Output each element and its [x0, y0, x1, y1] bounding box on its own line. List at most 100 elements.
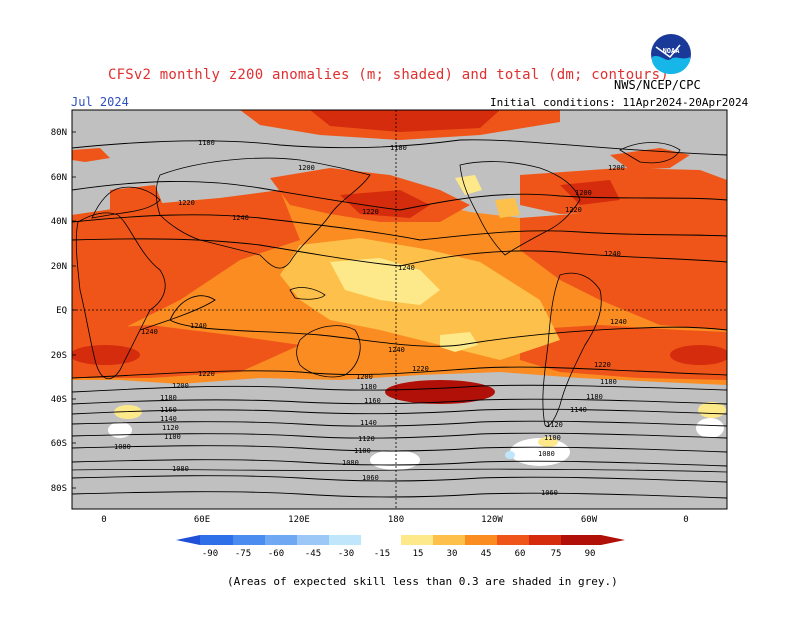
contour-label: 1060 [362, 474, 379, 482]
anomaly-region-60-75 [520, 208, 727, 330]
colorbar-tick: 90 [585, 549, 596, 559]
colorbar-swatch [529, 535, 561, 545]
lat-label-20n: 20N [51, 262, 67, 272]
anomaly-region-30-45 [495, 198, 520, 218]
contour-label: 1200 [608, 164, 625, 172]
contour-label: 1180 [600, 378, 617, 386]
contour-label: 1180 [160, 394, 177, 402]
map-frame [71, 109, 728, 510]
contour-label: 1240 [232, 214, 249, 222]
colorbar-swatch [401, 535, 433, 545]
contour-label: 1180 [360, 383, 377, 391]
contour-label: 1200 [298, 164, 315, 172]
colorbar-swatch [497, 535, 529, 545]
colorbar-tick: 15 [413, 549, 424, 559]
anomaly-core-gt90 [72, 345, 140, 365]
contour-label: 1180 [586, 393, 603, 401]
contour-label: 1220 [362, 208, 379, 216]
lon-label-60w: 60W [581, 515, 598, 525]
contour-label: 1140 [160, 415, 177, 423]
anomaly-region-15-30 [538, 437, 558, 447]
lon-label-120e: 120E [288, 515, 310, 525]
contour-label: 1200 [356, 373, 373, 381]
anomaly-region-15-30 [330, 258, 440, 305]
lat-label-eq: EQ [56, 306, 67, 316]
contour-label: 1220 [565, 206, 582, 214]
colorbar-tick: 45 [481, 549, 492, 559]
anomaly-region-60-75 [72, 190, 300, 340]
colorbar-swatch [265, 535, 297, 545]
footnote: (Areas of expected skill less than 0.3 a… [227, 575, 618, 588]
lon-label-60e: 60E [194, 515, 210, 525]
chart-title: CFSv2 monthly z200 anomalies (m; shaded)… [108, 67, 669, 83]
anomaly-region-arctic [310, 110, 500, 132]
contour-label: 1220 [198, 370, 215, 378]
contour-label: 1180 [390, 144, 407, 152]
colorbar-tick: -75 [235, 549, 251, 559]
lon-label-0: 0 [101, 515, 106, 525]
contour-label: 1120 [162, 424, 179, 432]
anomaly-region-northeast-canada [610, 148, 690, 170]
forecast-month: Jul 2024 [71, 95, 129, 109]
colorbar-tick: 60 [515, 549, 526, 559]
anomaly-core-gt90 [385, 380, 495, 404]
contour-label: 1140 [570, 406, 587, 414]
contour-label: 1240 [388, 346, 405, 354]
lat-label-80s: 80S [51, 484, 67, 494]
colorbar-swatch [176, 535, 200, 545]
anomaly-core-gt90 [670, 345, 727, 365]
contour-label: 1200 [172, 382, 189, 390]
map-field: 1180 1180 1200 1200 1220 1220 1220 1240 … [72, 110, 727, 509]
lat-label-60n: 60N [51, 173, 67, 183]
svg-text:NOAA: NOAA [663, 47, 681, 55]
anomaly-region-north-pacific [340, 190, 430, 218]
colorbar-swatch [200, 535, 233, 545]
contour-label: 1080 [114, 443, 131, 451]
colorbar-tick: -60 [268, 549, 284, 559]
contour-label: 1120 [358, 435, 375, 443]
lat-label-40s: 40S [51, 395, 67, 405]
anomaly-region-neutral [696, 418, 724, 438]
anomaly-region-15-30 [698, 402, 726, 418]
contour-label: 1060 [541, 489, 558, 497]
contour-label: 1220 [594, 361, 611, 369]
colorbar-swatch [561, 535, 601, 545]
colorbar-tick: -30 [338, 549, 354, 559]
contour-label: 1120 [546, 421, 563, 429]
contour-label: 1240 [190, 322, 207, 330]
contour-label: 1080 [538, 450, 555, 458]
contour-label: 1240 [398, 264, 415, 272]
anomaly-region-60-75 [520, 325, 727, 380]
contour-label: 1200 [575, 189, 592, 197]
anomaly-region-15-30 [440, 332, 478, 352]
anomaly-region-neg [505, 451, 515, 459]
anomaly-region-north-atlantic [560, 180, 620, 205]
colorbar-tick: 30 [447, 549, 458, 559]
anomaly-region-north-atlantic [520, 168, 727, 214]
contour-label: 1160 [160, 406, 177, 414]
initial-conditions: Initial conditions: 11Apr2024-20Apr2024 [490, 96, 749, 109]
colorbar-tick: -90 [202, 549, 218, 559]
lat-ticks [72, 131, 76, 489]
lon-label-180: 180 [388, 515, 404, 525]
colorbar-swatch [601, 535, 625, 545]
lat-label-60s: 60S [51, 439, 67, 449]
colorbar-tick: -15 [374, 549, 390, 559]
contour-label: 1140 [360, 419, 377, 427]
colorbar-tick: 75 [551, 549, 562, 559]
contour-label: 1100 [164, 433, 181, 441]
colorbar-swatch [361, 535, 401, 545]
anomaly-region-europe [72, 148, 110, 162]
lat-axis: 80N 60N 40N 20N EQ 20S 40S 60S 80S [51, 128, 67, 494]
colorbar-swatch [233, 535, 265, 545]
lon-label-0-right: 0 [683, 515, 688, 525]
colorbar-swatch [297, 535, 329, 545]
colorbar-swatch [465, 535, 497, 545]
anomaly-region-neutral [108, 422, 132, 438]
anomaly-region-neutral [370, 450, 420, 470]
colorbar-swatch [329, 535, 361, 545]
contour-label: 1100 [354, 447, 371, 455]
agency-label: NWS/NCEP/CPC [614, 78, 701, 92]
lat-label-80n: 80N [51, 128, 67, 138]
contour-label: 1220 [178, 199, 195, 207]
